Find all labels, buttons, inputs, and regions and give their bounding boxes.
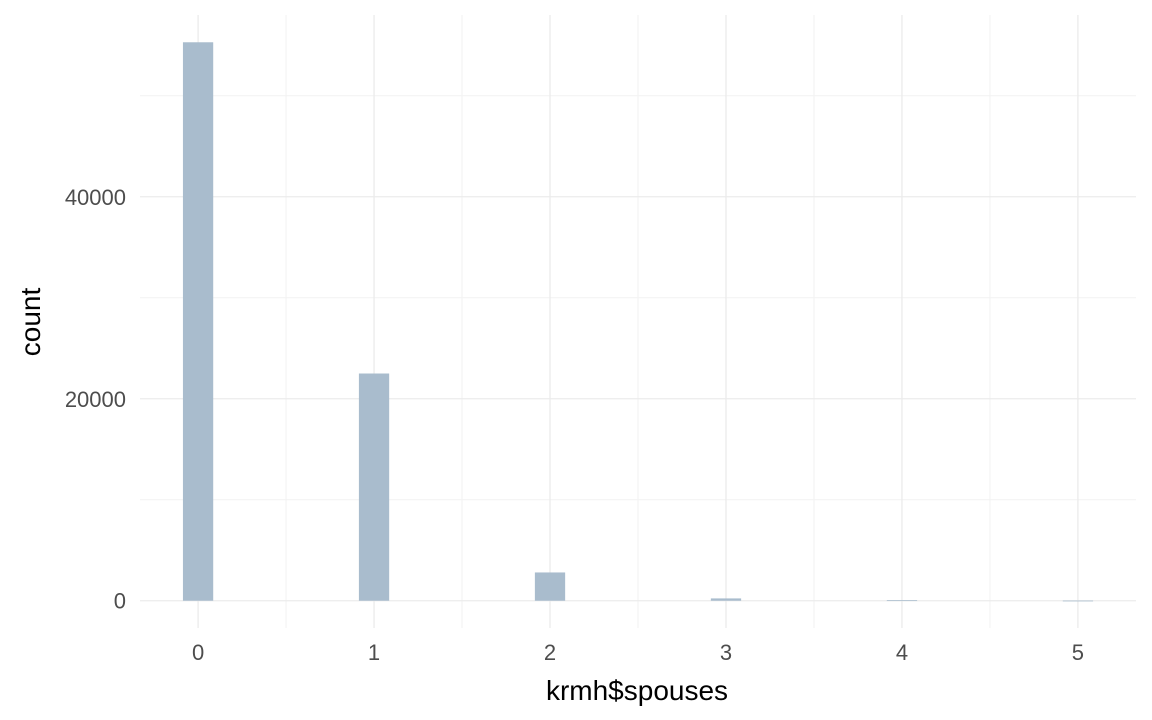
- x-tick-label: 5: [1072, 640, 1084, 665]
- x-tick-label: 4: [896, 640, 908, 665]
- y-axis-tick-labels: 0 20000 40000: [65, 185, 126, 614]
- y-axis-title: count: [15, 288, 46, 357]
- histogram-bar-0: [182, 42, 214, 601]
- x-tick-label: 0: [192, 640, 204, 665]
- y-tick-label: 20000: [65, 387, 126, 412]
- histogram-bar-5: [1062, 600, 1094, 602]
- x-axis-tick-labels: 0 1 2 3 4 5: [192, 640, 1084, 665]
- y-tick-label: 0: [114, 589, 126, 614]
- x-tick-label: 1: [368, 640, 380, 665]
- x-axis-title: krmh$spouses: [546, 675, 728, 706]
- histogram-bar-2: [534, 572, 566, 601]
- minor-gridlines: [140, 15, 1136, 628]
- histogram-bar-4: [886, 600, 918, 602]
- y-tick-label: 40000: [65, 185, 126, 210]
- histogram-bar-1: [358, 373, 390, 601]
- histogram-bars: [182, 42, 1094, 602]
- x-tick-label: 3: [720, 640, 732, 665]
- histogram-bar-3: [710, 598, 742, 601]
- x-tick-label: 2: [544, 640, 556, 665]
